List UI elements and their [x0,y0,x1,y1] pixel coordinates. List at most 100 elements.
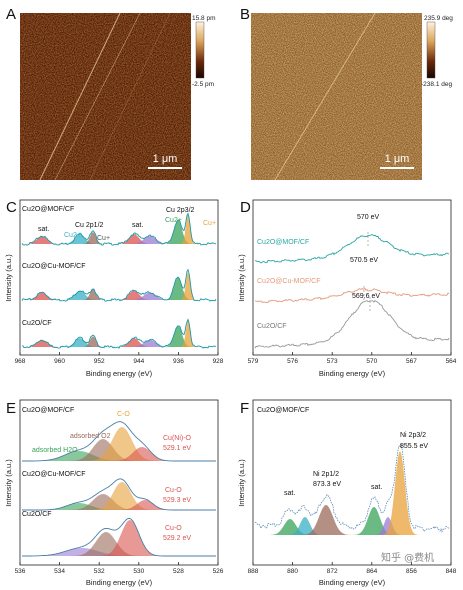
panel-f-ni2p12-e: 873.3 eV [313,481,341,488]
panel-e-sample-1: Cu2O@MOF/CF [22,407,74,414]
panel-c-tick-label: 968 [15,358,26,365]
panel-f-plot [254,443,450,535]
panel-f-label: F [240,400,249,417]
colorbar-b-max: 235.9 deg [424,15,453,22]
panel-c-xlabel: Binding energy (eV) [86,369,153,378]
panel-c-sample-2: Cu2O@Cu-MOF/CF [22,263,86,270]
panel-c-axes [19,199,219,356]
panel-f-xlabel: Binding energy (eV) [319,578,386,587]
panel-e-peak [22,482,216,510]
panel-f: F 888 880 872 864 856 848 Binding energy (eV)… [237,399,457,587]
panel-c-peak [24,292,214,300]
panel-f-tick-label: 888 [248,568,259,575]
colorbar-a-max: 15.8 pm [192,15,216,22]
panel-d-tick-label: 576 [287,358,298,365]
panel-c-tick-label: 944 [133,358,144,365]
panel-e-tick-label: 534 [54,568,65,575]
panel-c-peak [24,320,214,347]
panel-f-ticks: 888 880 872 864 856 848 [248,562,457,575]
panel-e-spectrum [22,421,216,462]
panel-d-axes [252,199,452,356]
panel-c-spectrum [21,318,217,349]
panel-c-plot [21,212,217,349]
panel-f-tick-label: 856 [406,568,417,575]
panel-e-ads-h2o: adsorbed H2O [32,447,78,454]
phase-edge [274,12,376,181]
panel-d-ylabel: Intensity (a.u.) [237,254,246,302]
panel-d: D 579 576 573 570 567 564 Binding energy (eV)… [237,199,457,378]
panel-c-cuplus-b: Cu+ [203,220,216,227]
panel-c-tick-label: 952 [94,358,105,365]
colorbar-b-min: -238.1 deg [421,81,452,88]
panel-e-ticks: 536 534 532 530 528 526 [15,562,224,575]
panel-f-peak [258,519,446,535]
panel-c-sample-3: Cu2O/CF [22,320,52,327]
panel-f-axes [252,399,452,566]
watermark: 知乎 @费机 [381,551,434,564]
panel-c-peak [24,214,214,244]
panel-f-tick-label: 848 [446,568,457,575]
panel-e-axes [19,399,219,566]
panel-f-ni2p32: Ni 2p3/2 [400,432,426,439]
panel-d-peak-2: 570.5 eV [350,257,378,264]
panel-d-sample-2: Cu2O@Cu-MOF/CF [257,278,321,285]
panel-f-tick-label: 880 [287,568,298,575]
panel-c: C 968 960 952 944 936 928 Binding energy (eV)… [4,199,224,378]
panel-b-label: B [240,6,250,23]
panel-e-peak [22,520,216,556]
panel-b: B 1 μm 235.9 deg -238.1 deg [240,6,453,181]
panel-c-spectrum [21,212,217,246]
panel-f-sat-2: sat. [371,484,382,491]
panel-e-tick-label: 530 [133,568,144,575]
panel-e-tick-label: 532 [94,568,105,575]
panel-e-cuo-3-e: 529.2 eV [163,535,191,542]
panel-f-tick-label: 872 [327,568,338,575]
panel-d-xlabel: Binding energy (eV) [319,369,386,378]
panel-c-sat-1: sat. [38,226,49,233]
panel-f-ni2p32-e: 855.5 eV [400,443,428,450]
panel-e-ylabel: Intensity (a.u.) [4,459,13,507]
panel-c-spectrum [21,268,217,302]
panel-f-spectrum [254,443,450,533]
panel-a-label: A [6,6,16,23]
panel-e-ads-o2: adsorbed O2 [70,433,111,440]
panel-c-peak [24,325,214,347]
panel-e-tick-label: 528 [173,568,184,575]
panel-d-peak-3: 569.6 eV [352,293,380,300]
colorbar-a [195,21,205,79]
panel-c-peak [24,272,214,300]
panel-d-label: D [240,199,251,216]
panel-d-tick-label: 567 [406,358,417,365]
panel-e-cuni-o: Cu(Ni)-O [163,435,192,442]
panel-c-tick-label: 960 [54,358,65,365]
panel-e-label: E [6,400,16,417]
panel-c-tick-label: 936 [173,358,184,365]
panel-c-ylabel: Intensity (a.u.) [4,254,13,302]
panel-c-cuplus: Cu+ [97,235,110,242]
panel-d-sample-1: Cu2O@MOF/CF [257,239,309,246]
panel-e-tick-label: 526 [213,568,224,575]
panel-e-cuo-2: Cu-O [165,487,182,494]
panel-e-sample-2: Cu2O@Cu-MOF/CF [22,471,86,478]
panel-f-tick-label: 864 [366,568,377,575]
panel-c-sample-1: Cu2O@MOF/CF [22,206,74,213]
panel-e-spectrum [22,478,216,511]
panel-c-cu2plus-b: Cu2+ [165,217,182,224]
panel-d-tick-label: 570 [366,358,377,365]
panel-e-peak [22,427,216,461]
panel-c-label: C [6,199,17,216]
scale-bar-label: 1 μm [153,153,178,165]
panel-c-tick-label: 928 [213,358,224,365]
panel-c-cu2p12: Cu 2p1/2 [75,222,104,229]
panel-d-spectrum [255,287,450,304]
panel-f-ylabel: Intensity (a.u.) [237,459,246,507]
panel-e-co: C-O [117,411,130,418]
panel-f-sat-1: sat. [284,490,295,497]
panel-d-tick-label: 564 [446,358,457,365]
panel-e-cuo-2-e: 529.3 eV [163,497,191,504]
panel-e-plot [22,421,216,557]
panel-a: A 1 μm 15.8 pm -2.5 pm [6,6,216,181]
panel-d-peak-1: 570 eV [357,214,380,221]
panel-c-sat-2: sat. [132,222,143,229]
